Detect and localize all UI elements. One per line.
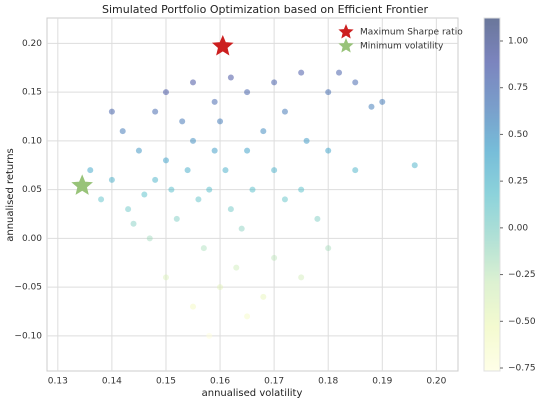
point [325, 245, 332, 252]
point [130, 220, 137, 227]
x-tick-label: 0.14 [102, 377, 122, 387]
point [108, 176, 115, 183]
point [238, 225, 245, 232]
point [141, 191, 148, 198]
point [260, 293, 267, 300]
point [260, 128, 267, 135]
point [135, 147, 142, 154]
y-axis-label: annualised returns [5, 148, 16, 242]
point [184, 167, 191, 174]
point [217, 118, 224, 125]
point [211, 147, 218, 154]
point [271, 254, 278, 261]
point [98, 196, 105, 203]
chart-title: Simulated Portfolio Optimization based o… [102, 3, 428, 16]
y-tick-label: −0.10 [14, 331, 42, 341]
point [298, 186, 305, 193]
point [298, 274, 305, 281]
point [206, 332, 213, 339]
point [411, 162, 418, 169]
point [190, 303, 197, 310]
marker-star [71, 174, 93, 195]
point [244, 147, 251, 154]
point [179, 118, 186, 125]
point [244, 313, 251, 320]
point [249, 186, 256, 193]
point [325, 89, 332, 96]
point [190, 137, 197, 144]
point [206, 186, 213, 193]
point [281, 196, 288, 203]
legend-label: Maximum Sharpe ratio [360, 28, 463, 38]
point [162, 89, 169, 96]
point [368, 103, 375, 110]
point [162, 274, 169, 281]
point [244, 89, 251, 96]
point [379, 98, 386, 105]
point [200, 245, 207, 252]
point [162, 157, 169, 164]
point [227, 206, 234, 213]
point [336, 69, 343, 76]
colorbar [483, 17, 501, 372]
point [352, 79, 359, 86]
point [173, 215, 180, 222]
point [222, 167, 229, 174]
plot-area [46, 17, 459, 372]
x-tick-label: 0.20 [426, 377, 446, 387]
legend-label: Minimum volatility [360, 42, 444, 52]
point [233, 264, 240, 271]
point [152, 108, 159, 115]
point [119, 128, 126, 135]
colorbar-tick-label: 0.25 [508, 177, 528, 187]
point [190, 79, 197, 86]
y-tick-label: 0.05 [22, 185, 42, 195]
legend-symbol [338, 38, 354, 53]
point [298, 69, 305, 76]
point [325, 147, 332, 154]
point [108, 108, 115, 115]
point [125, 206, 132, 213]
point [303, 137, 310, 144]
legend-symbol [338, 24, 354, 39]
point [211, 98, 218, 105]
point [217, 284, 224, 291]
y-tick-label: 0.10 [22, 136, 42, 146]
point [271, 167, 278, 174]
colorbar-tick-label: 1.00 [508, 36, 528, 46]
point [352, 167, 359, 174]
colorbar-tick-label: −0.50 [508, 317, 536, 327]
marker-star [211, 35, 234, 56]
colorbar-tick-label: 0.00 [508, 223, 528, 233]
x-tick-label: 0.19 [372, 377, 392, 387]
y-tick-label: 0.20 [22, 39, 42, 49]
point [195, 196, 202, 203]
point [281, 108, 288, 115]
x-tick-label: 0.17 [264, 377, 284, 387]
point [271, 79, 278, 86]
point [152, 176, 159, 183]
x-tick-label: 0.18 [318, 377, 338, 387]
point [168, 186, 175, 193]
point [314, 215, 321, 222]
x-tick-label: 0.16 [210, 377, 230, 387]
colorbar-tick-label: 0.50 [508, 130, 528, 140]
colorbar-tick-label: −0.75 [508, 364, 536, 374]
x-tick-label: 0.15 [156, 377, 176, 387]
point [146, 235, 153, 242]
point [87, 167, 94, 174]
y-tick-label: 0.15 [22, 88, 42, 98]
x-axis-label: annualised volatility [202, 388, 303, 399]
x-tick-label: 0.13 [48, 377, 68, 387]
colorbar-tick-label: −0.25 [508, 270, 536, 280]
y-tick-label: −0.05 [14, 283, 42, 293]
colorbar-tick-label: 0.75 [508, 83, 528, 93]
point [227, 74, 234, 81]
y-tick-label: 0.00 [22, 234, 42, 244]
